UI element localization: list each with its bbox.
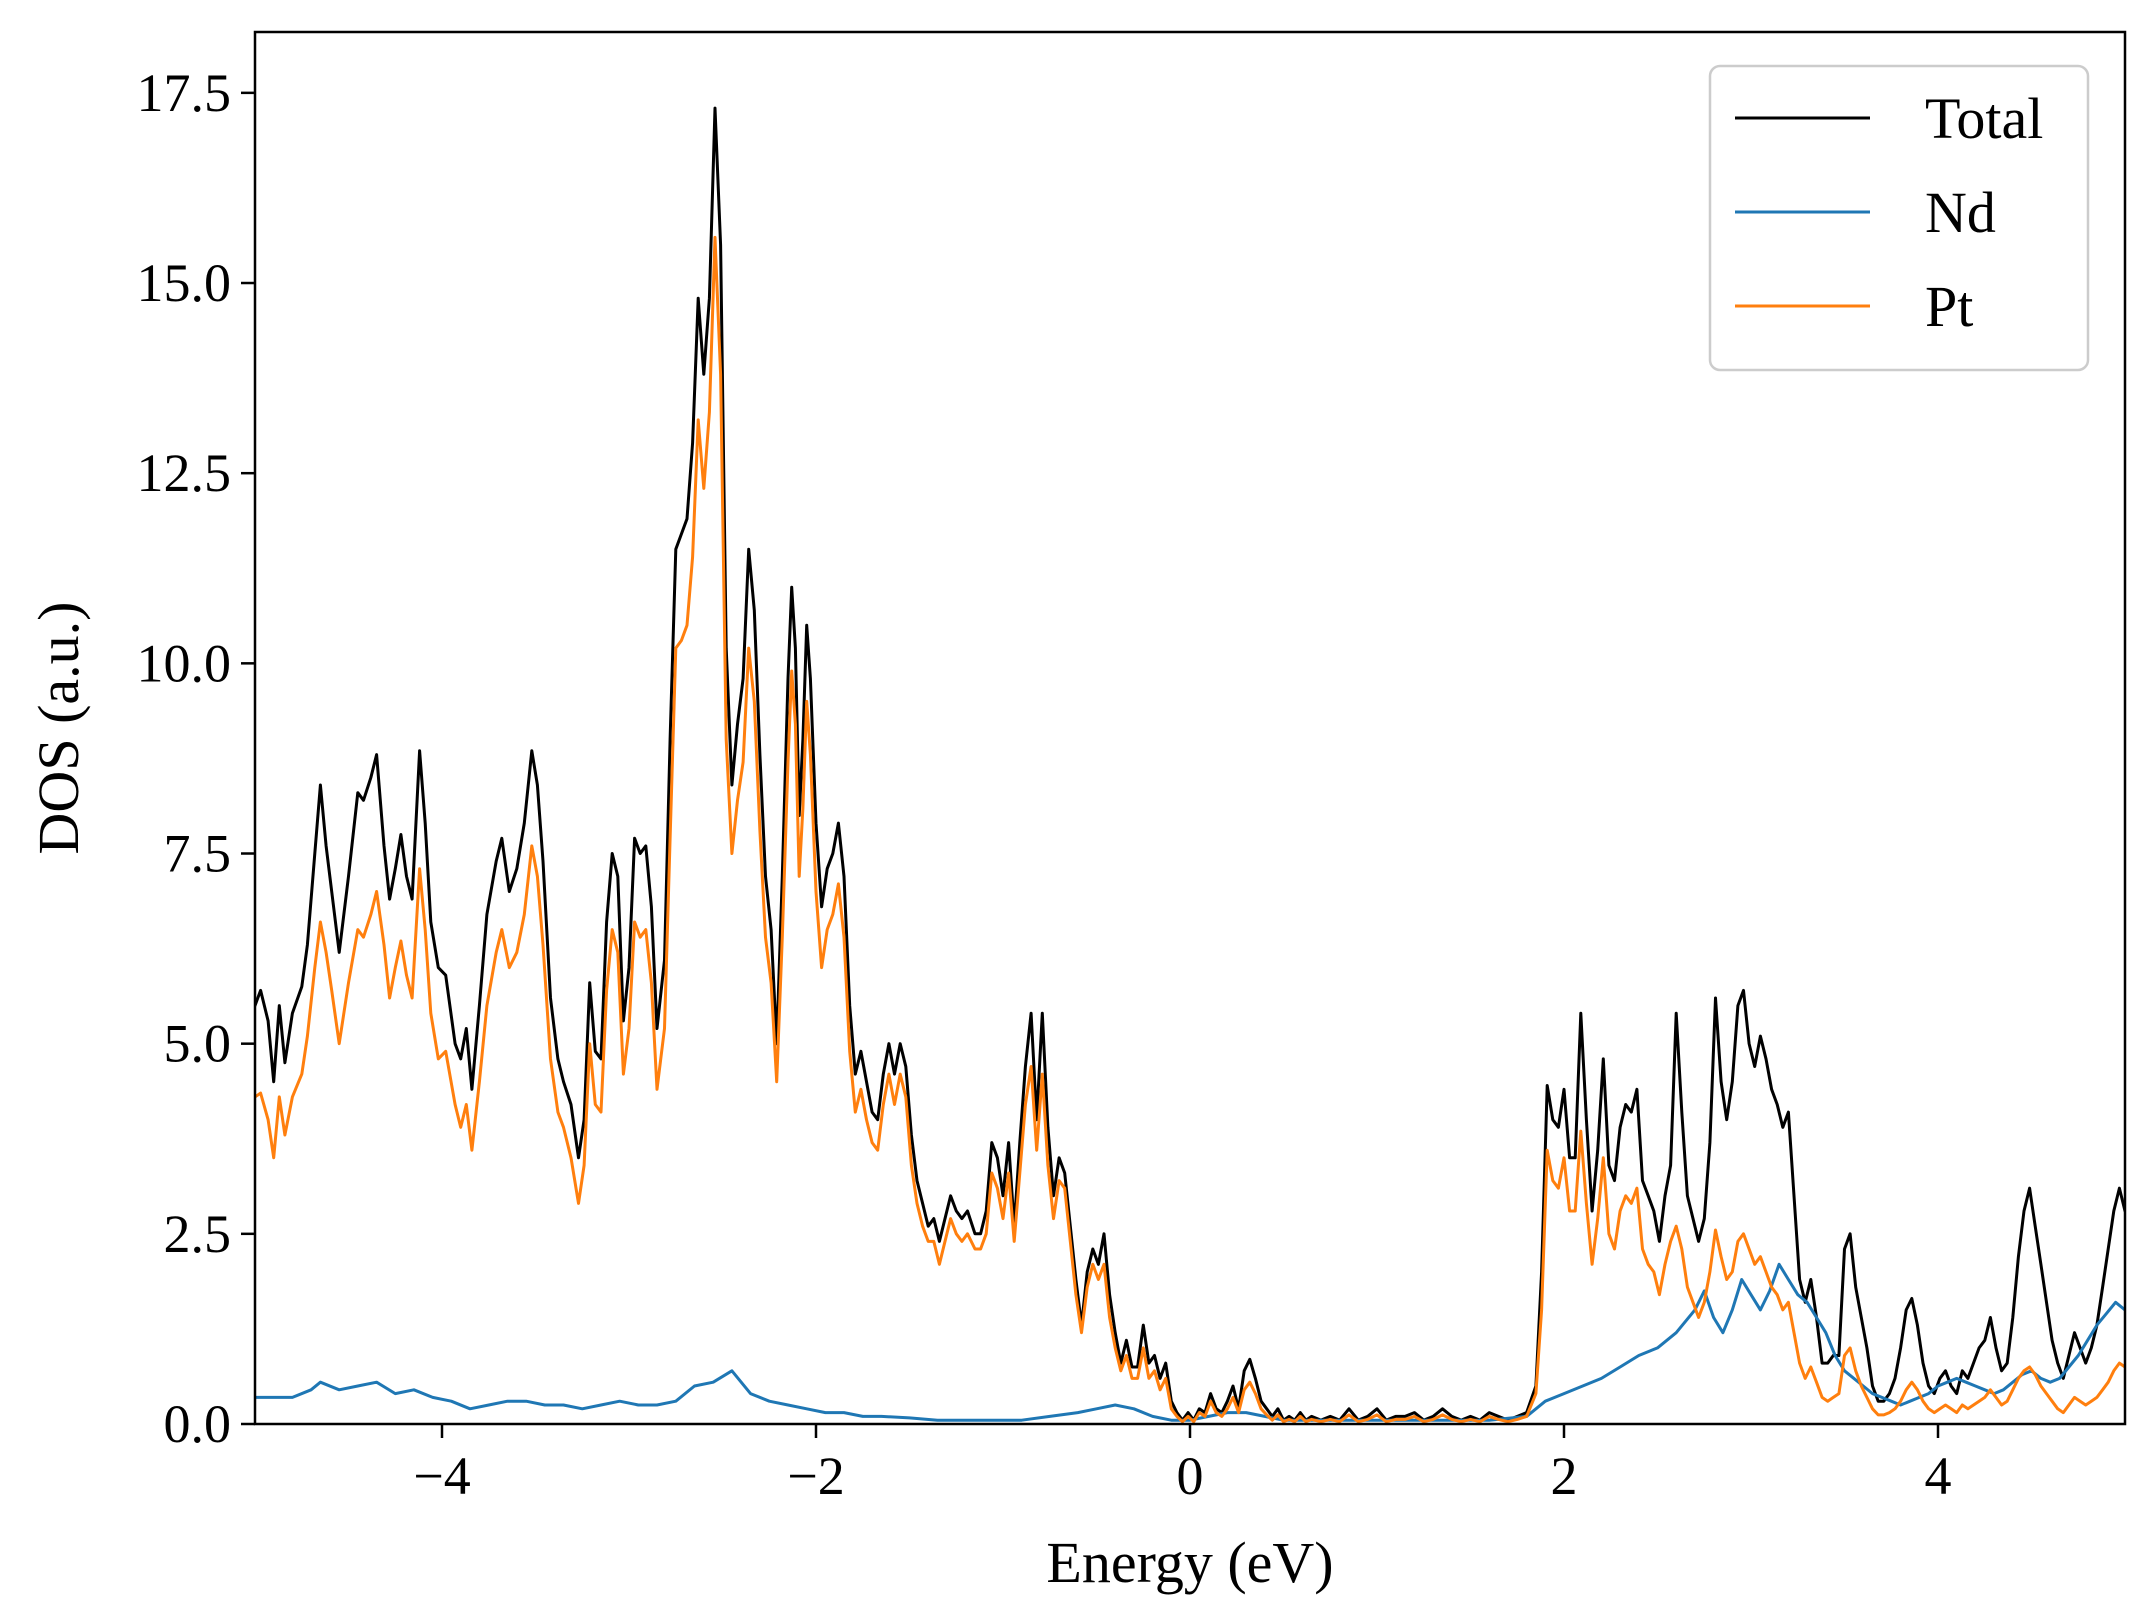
y-tick-label: 17.5 bbox=[137, 63, 232, 123]
y-axis-label: DOS (a.u.) bbox=[26, 602, 91, 855]
x-tick-label: 4 bbox=[1925, 1446, 1952, 1506]
legend-label-total: Total bbox=[1925, 86, 2043, 151]
x-tick-label: 0 bbox=[1177, 1446, 1204, 1506]
x-axis-label: Energy (eV) bbox=[1046, 1530, 1333, 1595]
x-axis-ticks: −4 −2 0 2 4 bbox=[413, 1424, 1952, 1506]
y-axis-ticks: 0.0 2.5 5.0 7.5 10.0 12.5 15.0 17.5 bbox=[137, 63, 255, 1454]
legend-box bbox=[1708, 64, 2090, 372]
x-tick-label: −2 bbox=[787, 1446, 844, 1506]
y-tick-label: 0.0 bbox=[164, 1394, 232, 1454]
legend: Total Nd Pt bbox=[1708, 64, 2090, 372]
y-tick-label: 15.0 bbox=[137, 253, 232, 313]
legend-label-nd: Nd bbox=[1925, 180, 1996, 245]
x-tick-label: −4 bbox=[413, 1446, 470, 1506]
x-tick-label: 2 bbox=[1551, 1446, 1578, 1506]
y-tick-label: 2.5 bbox=[164, 1204, 232, 1264]
y-tick-label: 10.0 bbox=[137, 633, 232, 693]
legend-label-pt: Pt bbox=[1925, 274, 1973, 339]
y-tick-label: 12.5 bbox=[137, 443, 232, 503]
series-line-pt bbox=[255, 235, 2125, 1424]
series-group bbox=[255, 106, 2125, 1424]
y-tick-label: 7.5 bbox=[164, 824, 232, 884]
y-tick-label: 5.0 bbox=[164, 1014, 232, 1074]
series-line-nd bbox=[255, 1262, 2125, 1422]
